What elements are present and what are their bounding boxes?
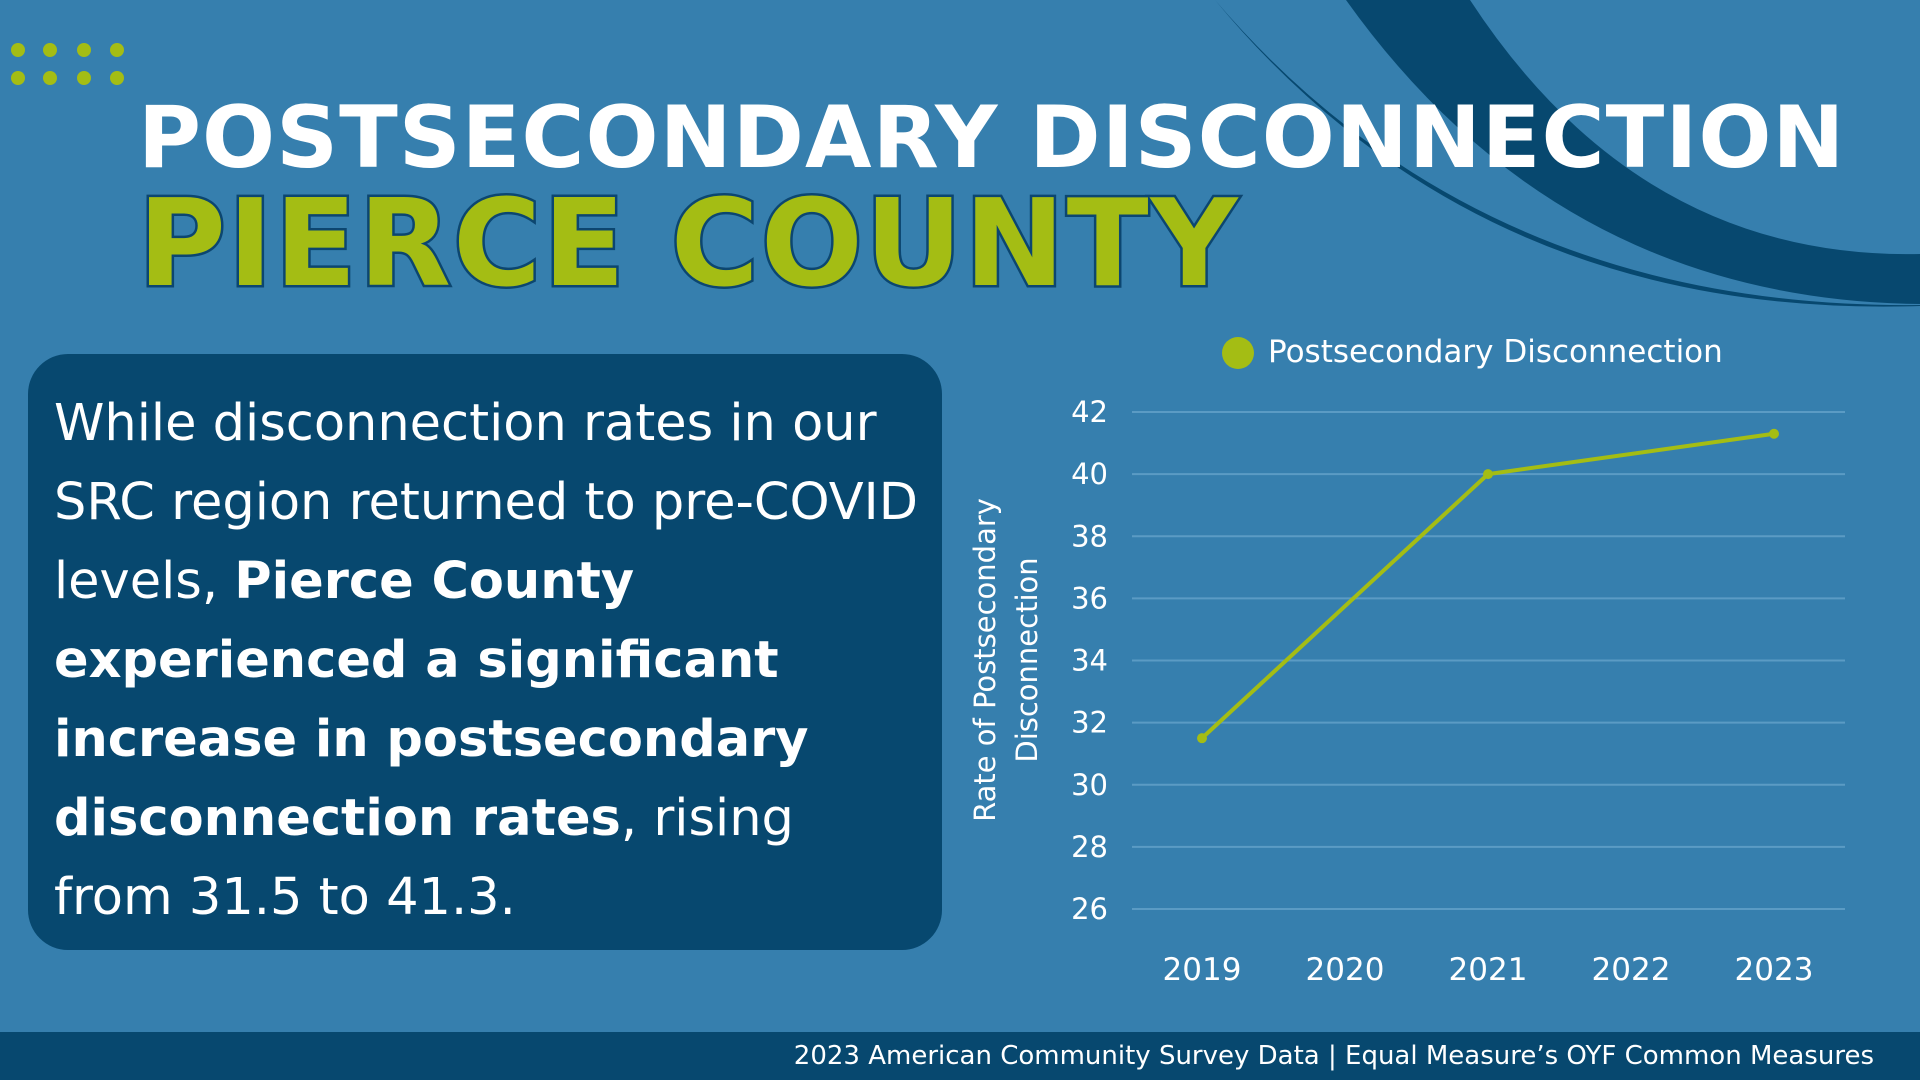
legend-label: Postsecondary Disconnection bbox=[1268, 334, 1723, 370]
callout-panel: While disconnection rates in our SRC reg… bbox=[28, 354, 942, 950]
y-tick-label: 28 bbox=[1071, 830, 1108, 864]
y-axis-label: Rate of Postsecondary Disconnection bbox=[968, 498, 1044, 822]
y-tick-label: 30 bbox=[1071, 768, 1108, 802]
gridlines bbox=[1132, 411, 1845, 910]
footer-bar: 2023 American Community Survey Data | Eq… bbox=[0, 1032, 1920, 1080]
callout-text-part-1: While disconnection rates in our SRC reg… bbox=[54, 394, 918, 611]
legend: Postsecondary Disconnection bbox=[1222, 334, 1723, 370]
y-tick-label: 26 bbox=[1071, 892, 1108, 926]
data-point bbox=[1769, 428, 1779, 439]
x-tick-label: 2022 bbox=[1592, 952, 1671, 988]
data-point bbox=[1483, 469, 1493, 480]
page-title: POSTSECONDARY DISCONNECTION bbox=[138, 88, 1846, 188]
x-tick-labels: 2019 2020 2021 2022 2023 bbox=[1163, 952, 1814, 988]
callout-text-part-2: , rising from 31.5 to 41.3. bbox=[54, 789, 794, 927]
decorative-arc bbox=[1215, 0, 1920, 304]
y-tick-labels: 26 28 30 32 34 36 38 40 42 bbox=[1071, 395, 1108, 926]
decorative-dots bbox=[11, 43, 124, 85]
page-subtitle: PIERCE COUNTY bbox=[136, 175, 1240, 314]
series-line bbox=[1200, 431, 1775, 740]
y-tick-label: 36 bbox=[1071, 581, 1108, 615]
legend-marker bbox=[1222, 337, 1254, 369]
y-tick-label: 32 bbox=[1071, 706, 1108, 740]
y-tick-label: 42 bbox=[1071, 395, 1108, 429]
callout-text-bold: Pierce County experienced a significant … bbox=[54, 552, 809, 848]
x-tick-label: 2023 bbox=[1735, 952, 1814, 988]
source-citation: 2023 American Community Survey Data | Eq… bbox=[793, 1041, 1874, 1071]
x-tick-label: 2019 bbox=[1163, 952, 1242, 988]
series bbox=[1197, 428, 1779, 744]
callout-text: While disconnection rates in our SRC reg… bbox=[54, 384, 918, 937]
y-tick-label: 34 bbox=[1071, 644, 1108, 678]
y-tick-label: 40 bbox=[1071, 457, 1108, 491]
data-point bbox=[1197, 733, 1207, 744]
y-tick-label: 38 bbox=[1071, 519, 1108, 553]
x-tick-label: 2021 bbox=[1449, 952, 1528, 988]
x-tick-label: 2020 bbox=[1306, 952, 1385, 988]
